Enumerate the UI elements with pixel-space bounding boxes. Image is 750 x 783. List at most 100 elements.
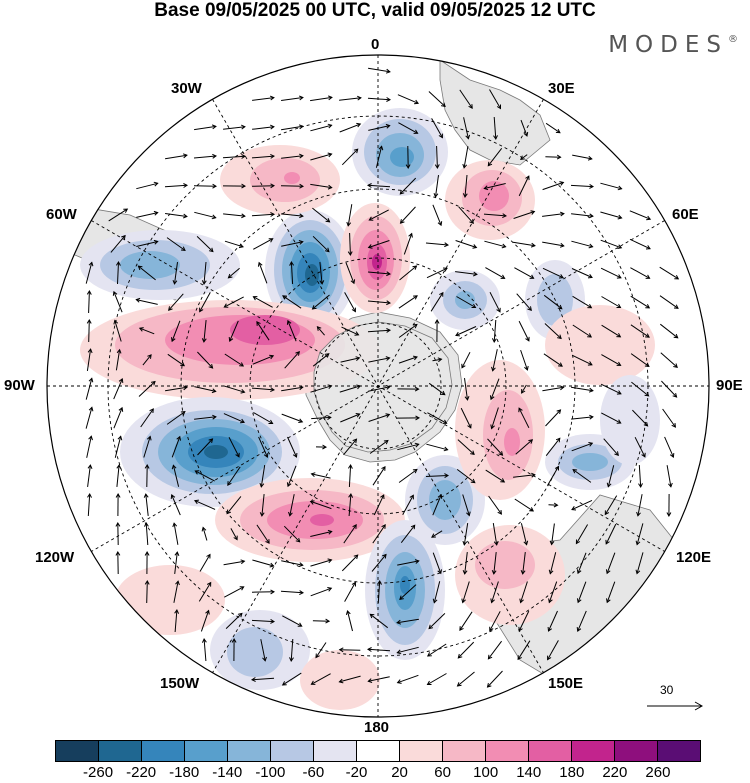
wind-arrow-head — [270, 153, 276, 159]
wind-arrow-head — [461, 598, 466, 604]
wind-arrow — [198, 582, 212, 602]
wind-arrow — [347, 610, 353, 632]
wind-arrow — [251, 619, 275, 623]
wind-arrow-head — [86, 289, 92, 295]
wind-arrow — [349, 232, 351, 256]
wind-arrow-head — [558, 274, 564, 279]
wind-arrow-head — [172, 280, 178, 285]
wind-arrow — [310, 183, 332, 189]
wind-arrow-head — [211, 124, 217, 130]
antarctica-overlay — [313, 321, 453, 453]
wind-arrow-head — [588, 243, 594, 249]
wind-arrow — [251, 155, 275, 159]
anomaly-blob — [80, 300, 380, 400]
wind-arrow-head — [324, 353, 330, 358]
anomaly-blob — [352, 108, 448, 196]
wind-arrow-head — [466, 511, 471, 517]
wind-arrow — [463, 146, 469, 168]
wind-arrow-head — [328, 95, 333, 101]
wind-arrow — [85, 378, 93, 400]
wind-arrow-head — [467, 423, 472, 429]
wind-arrow-head — [113, 319, 119, 325]
anomaly-blob — [455, 525, 565, 625]
wind-arrow-head — [352, 524, 357, 529]
wind-arrow-head — [382, 553, 387, 559]
wind-arrow-head — [325, 618, 331, 624]
wind-arrow — [280, 590, 304, 594]
wind-arrow — [455, 240, 477, 248]
wind-arrow-head — [352, 438, 358, 444]
wind-arrow — [433, 581, 441, 603]
wind-arrow-head — [175, 580, 180, 586]
wind-arrow-head — [311, 305, 317, 310]
wind-arrow — [601, 354, 621, 366]
wind-arrow — [340, 413, 360, 423]
wind-arrow-head — [288, 511, 293, 517]
wind-arrow — [195, 470, 215, 482]
wind-arrow — [577, 610, 587, 632]
wind-arrow-head — [438, 133, 443, 139]
wind-arrow-head — [182, 153, 188, 159]
wind-arrow — [600, 182, 622, 190]
wind-arrow — [367, 97, 391, 101]
wind-arrow-head — [587, 333, 593, 338]
wind-arrow-head — [571, 506, 577, 511]
wind-arrow-head — [673, 363, 678, 368]
wind-arrow — [165, 213, 187, 217]
wind-arrow — [339, 123, 361, 133]
colorbar-swatch — [56, 741, 99, 761]
wind-arrow-head — [617, 214, 623, 220]
wind-arrow — [287, 465, 297, 487]
wind-arrow — [460, 407, 472, 429]
wind-arrow-head — [88, 435, 93, 441]
wind-arrow — [522, 552, 526, 574]
wind-arrow-head — [208, 363, 214, 369]
wind-arrow — [518, 610, 530, 632]
wind-arrow-head — [497, 509, 502, 515]
wind-arrow-head — [399, 595, 404, 601]
wind-arrow — [542, 386, 564, 392]
wind-arrow — [281, 125, 303, 131]
wind-arrow-head — [137, 265, 143, 271]
wind-arrow — [372, 466, 386, 486]
wind-arrow — [520, 523, 528, 545]
wind-arrow — [601, 324, 621, 338]
wind-arrow-head — [299, 590, 305, 596]
wind-arrow — [661, 380, 677, 398]
wind-arrow-head — [468, 104, 473, 109]
wind-arrow-head — [298, 562, 304, 567]
wind-arrow — [110, 235, 126, 253]
wind-arrow — [399, 177, 417, 195]
wind-arrow-head — [357, 95, 362, 101]
anomaly-blob — [430, 270, 500, 330]
wind-arrow — [344, 292, 356, 312]
lon-label-90w: 90W — [4, 377, 35, 394]
wind-arrow — [426, 443, 448, 451]
wind-arrow — [258, 436, 268, 458]
wind-arrow-head — [289, 657, 294, 663]
wind-arrow — [167, 353, 185, 367]
wind-arrow — [282, 295, 302, 309]
colorbar-tick-label: 220 — [602, 764, 628, 781]
wind-arrow-head — [645, 304, 651, 309]
wind-arrow-head — [286, 319, 292, 325]
wind-arrow-head — [519, 598, 524, 604]
wind-arrow — [260, 465, 266, 487]
wind-arrow — [173, 581, 179, 603]
wind-arrow — [367, 648, 391, 652]
colorbar-tick-label: -140 — [212, 764, 243, 781]
colorbar-tick-label: -100 — [255, 764, 286, 781]
wind-arrow — [398, 356, 418, 364]
wind-arrow — [166, 411, 186, 425]
wind-arrow-head — [381, 524, 386, 529]
wind-arrow — [260, 639, 266, 661]
wind-arrow-head — [525, 336, 530, 342]
wind-arrow-head — [206, 581, 212, 587]
wind-arrow-head — [605, 569, 611, 575]
wind-arrow — [636, 523, 644, 545]
wind-arrow — [203, 638, 207, 662]
wind-arrow — [368, 67, 390, 73]
anomaly-blob — [455, 360, 545, 500]
wind-arrow — [485, 469, 505, 483]
wind-arrow — [113, 407, 123, 429]
